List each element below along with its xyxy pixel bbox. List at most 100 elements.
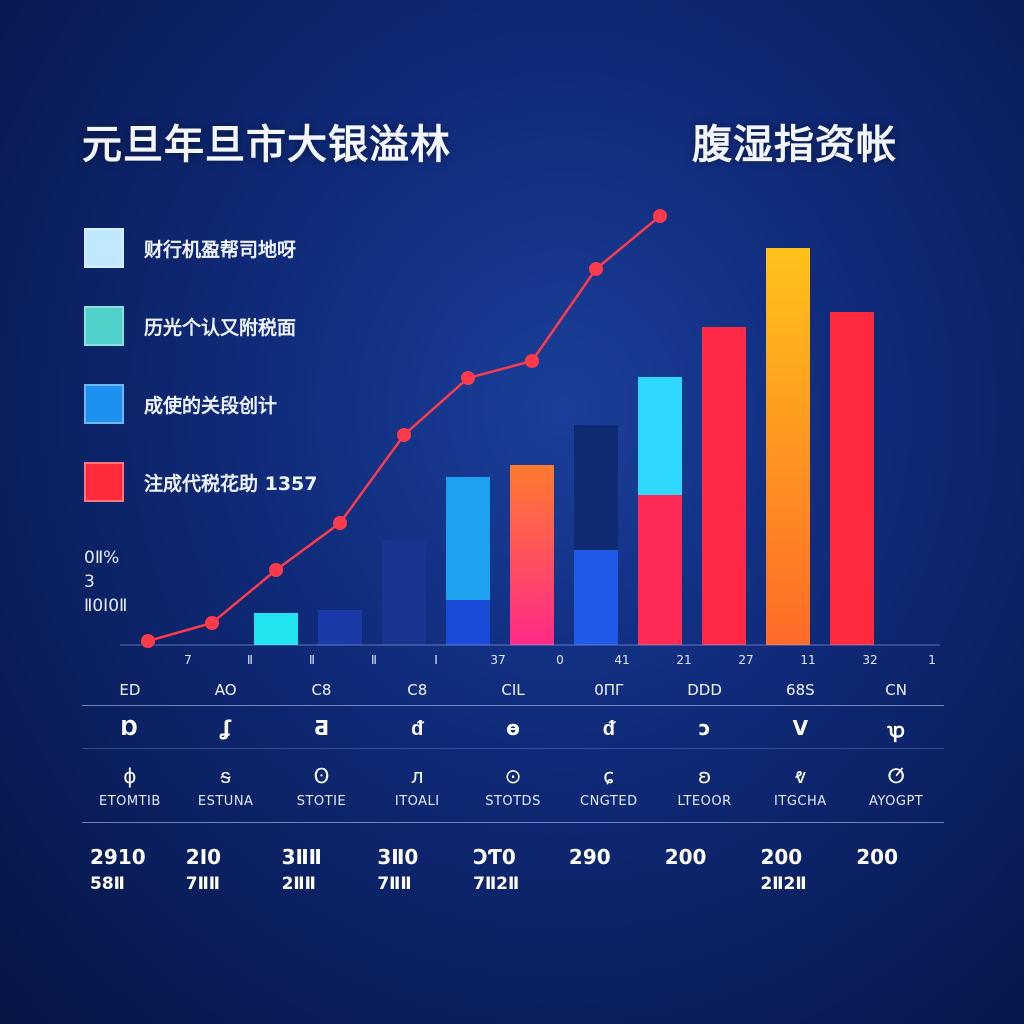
legend-item: 历光个认又附税面 [84,304,318,348]
label-cell: STOTDS [485,794,541,809]
data-point [525,354,539,368]
code-cell: C8 [407,681,428,699]
bar-segment [382,540,426,645]
bar-segment [574,550,618,645]
bar-segment [254,613,298,645]
bar-segment [446,477,490,600]
x-tick-label: 21 [676,653,691,667]
legend-swatch [84,384,124,424]
column-icon: ʘ [313,764,330,788]
x-tick-label: 0 [556,653,564,667]
column-icon: ⊙ [504,764,522,788]
value-cell [657,874,753,894]
value-cell: 200 [856,845,898,869]
table-divider [82,705,944,706]
label-cell: ITGCHA [774,794,827,809]
data-point [461,371,475,385]
symbol-cell: ꝕ [887,718,905,742]
data-point [333,516,347,530]
legend-swatch [84,228,124,268]
y-axis-labels: 0Ⅱ% 3 Ⅱ0Ⅰ0Ⅱ [84,546,127,618]
table-divider [82,822,944,823]
bar-segment [766,248,810,645]
chart-legend: 财行机盈帮司地呀 历光个认又附税面 成使的关段创计 注成代税花助 1357 [84,226,318,538]
bar-segment [318,610,362,645]
code-cell: DDD [687,681,722,699]
value-cell: ƆƬ0 [473,845,516,869]
x-tick-label: Ⅰ [434,653,438,667]
x-tick-label: Ⅱ [309,653,315,667]
x-tick-label: 37 [490,653,505,667]
value-cell: 7ⅡⅡ [185,874,221,894]
legend-label: 历光个认又附税面 [144,316,297,339]
x-tick-label: 7 [184,653,192,667]
code-row: ED AO C8 C8 CIL 0ΠΓ DDD 68S CN [82,681,944,699]
value-cell: 2ⅡⅡ [281,874,316,894]
code-cell: 68S [786,681,815,699]
y-axis-label: 0Ⅱ% [84,548,120,568]
column-icon: ɕ [603,764,615,788]
column-icon: ᴫ [410,764,424,788]
legend-item: 注成代税花助 1357 [84,460,318,504]
code-cell: AO [214,681,237,699]
legend-item: 成使的关段创计 [84,382,318,426]
x-tick-label: 11 [800,653,815,667]
column-icon: ⱴ [794,764,807,788]
value-cell: 58Ⅱ [90,874,125,894]
column-icon: ⵚ [887,764,906,788]
label-cell: LTEOOR [677,794,732,809]
code-cell: C8 [311,681,332,699]
label-cell: STOTIE [296,794,347,809]
code-cell: CN [885,681,907,699]
bar-segment [510,465,554,645]
code-cell: 0ΠΓ [594,681,624,699]
symbol-cell: Ƌ [313,716,330,740]
x-tick-label: 41 [614,653,629,667]
label-cell: ITOALI [394,794,440,809]
legend-label: 财行机盈帮司地呀 [144,238,297,261]
bar-segment [574,425,618,550]
table-divider [82,748,944,749]
data-point [269,563,283,577]
value-cell: 7Ⅱ2Ⅱ [473,874,520,894]
symbol-cell: ɔ [698,716,711,740]
x-tick-label: 1 [928,653,936,667]
value-row-secondary: 58Ⅱ 7ⅡⅡ 2ⅡⅡ 7ⅡⅡ 7Ⅱ2Ⅱ 2Ⅱ2Ⅱ [82,874,944,894]
value-cell: 3Ⅱ0 [377,845,419,869]
bar-segment [830,312,874,645]
bar-segment [446,600,490,645]
label-cell: ETOMTIB [98,794,161,809]
value-cell [848,874,944,894]
label-cell: ESTUNA [197,794,254,809]
label-row: ETOMTIB ESTUNA STOTIE ITOALI STOTDS CNGTED LTE… [82,794,944,809]
y-axis-label: Ⅱ0Ⅰ0Ⅱ [84,596,128,616]
y-axis-label: 3 [84,572,95,592]
symbol-cell: Ɒ [121,716,139,740]
bar-segment [638,377,682,495]
value-cell [561,874,657,894]
bar-line-chart: 7 Ⅱ Ⅱ Ⅱ Ⅰ 37 0 41 21 27 11 32 1 [120,209,940,667]
label-cell: AYOGPT [869,794,924,809]
data-point [397,428,411,442]
icon-row: ɸ ᵴ ʘ ᴫ ⊙ ɕ ʚ ⱴ ⵚ [82,764,944,789]
value-cell: 2910 [90,845,146,869]
symbol-cell: V [792,716,809,740]
value-cell: 290 [568,845,611,869]
data-point [205,616,219,630]
bar-segment [702,327,746,645]
data-point [653,209,667,223]
x-tick-label: Ⅱ [371,653,377,667]
column-icon: ᵴ [220,764,231,788]
bar-segment [638,495,682,645]
value-cell: 3ⅡⅡ [281,845,322,869]
code-cell: ED [119,681,141,699]
value-cell: 7ⅡⅡ [377,874,412,894]
value-row-primary: 2910 2Ⅰ0 3ⅡⅡ 3Ⅱ0 ƆƬ0 290 200 200 200 [82,845,944,869]
page-subtitle: 腹湿指资帐 [692,122,897,168]
legend-label: 注成代税花助 1357 [144,472,318,495]
symbol-cell: ᵭ [411,716,424,740]
value-cell: 2Ⅰ0 [185,845,222,869]
page-title: 元旦年旦市大银溢林 [82,122,451,168]
legend-swatch [84,462,124,502]
